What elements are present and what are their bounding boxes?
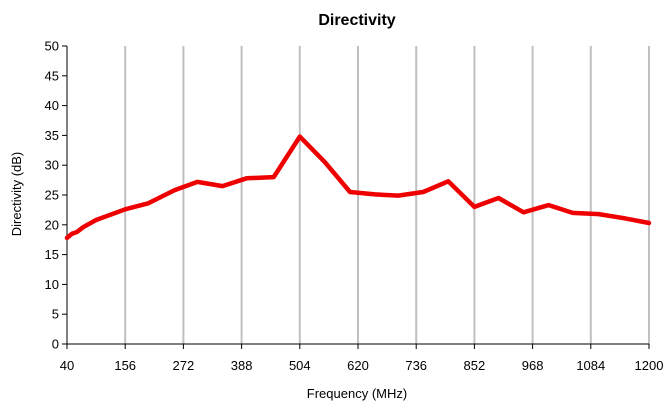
tick-labels: 40 156 272 388 504 620 736 852 968 1084 1200 0 5 10 15… [45,39,664,374]
y-tick-label: 50 [45,39,59,54]
series-layer [64,134,652,241]
y-tick-label: 45 [45,68,59,83]
y-axis-label: Directivity (dB) [9,152,24,237]
x-tick-label: 40 [60,358,74,373]
x-axis-label: Frequency (MHz) [307,386,407,401]
x-tick-label: 852 [464,358,486,373]
x-tick-label: 272 [173,358,195,373]
y-tick-label: 25 [45,188,59,203]
chart-title: Directivity [318,12,395,29]
y-tick-label: 30 [45,158,59,173]
x-tick-label: 1200 [635,358,664,373]
y-tick-label: 5 [52,307,59,322]
x-tick-label: 968 [522,358,544,373]
axes [62,45,650,349]
x-tick-label: 504 [289,358,311,373]
y-tick-label: 15 [45,247,59,262]
x-tick-label: 736 [405,358,427,373]
x-tick-label: 388 [231,358,253,373]
x-tick-label: 1084 [576,358,605,373]
x-tick-label: 620 [347,358,369,373]
y-tick-label: 20 [45,217,59,232]
y-tick-label: 0 [52,337,59,352]
y-tick-label: 40 [45,98,59,113]
y-tick-label: 35 [45,128,59,143]
series-line [64,134,652,241]
x-tick-label: 156 [114,358,136,373]
y-tick-label: 10 [45,277,59,292]
